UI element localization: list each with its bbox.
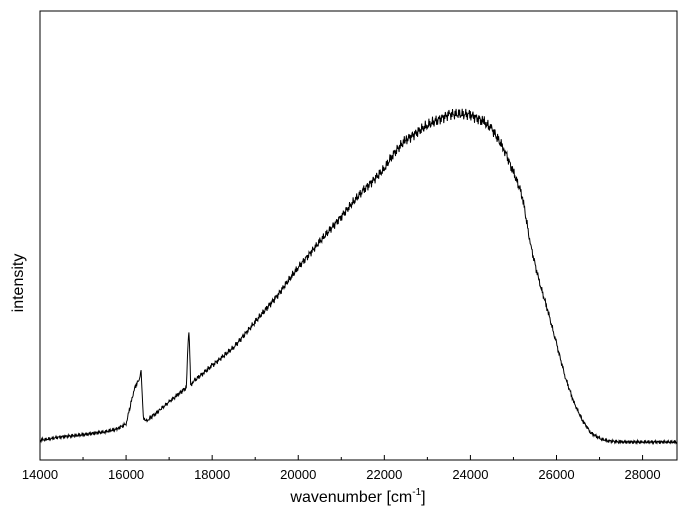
x-tick-label: 24000 (452, 467, 488, 482)
x-axis-tick-labels: 14000 16000 18000 20000 22000 24000 26000 28000 (22, 467, 661, 482)
x-axis-title-superscript: -1 (412, 487, 421, 498)
x-tick-label: 18000 (194, 467, 230, 482)
x-tick-label: 14000 (22, 467, 58, 482)
x-axis-title-main: wavenumber [cm (289, 489, 412, 506)
x-tick-label: 20000 (280, 467, 316, 482)
plot-frame (39, 10, 678, 461)
x-tick-label: 26000 (538, 467, 574, 482)
x-axis-ticks (39, 455, 644, 460)
x-axis-title: wavenumber [cm-1] (289, 487, 425, 506)
x-tick-label: 28000 (624, 467, 660, 482)
x-tick-label: 16000 (108, 467, 144, 482)
y-axis-title: intensity (10, 254, 27, 313)
spectrum-line (39, 108, 678, 446)
x-tick-label: 22000 (366, 467, 402, 482)
x-axis-title-end: ] (421, 489, 425, 506)
